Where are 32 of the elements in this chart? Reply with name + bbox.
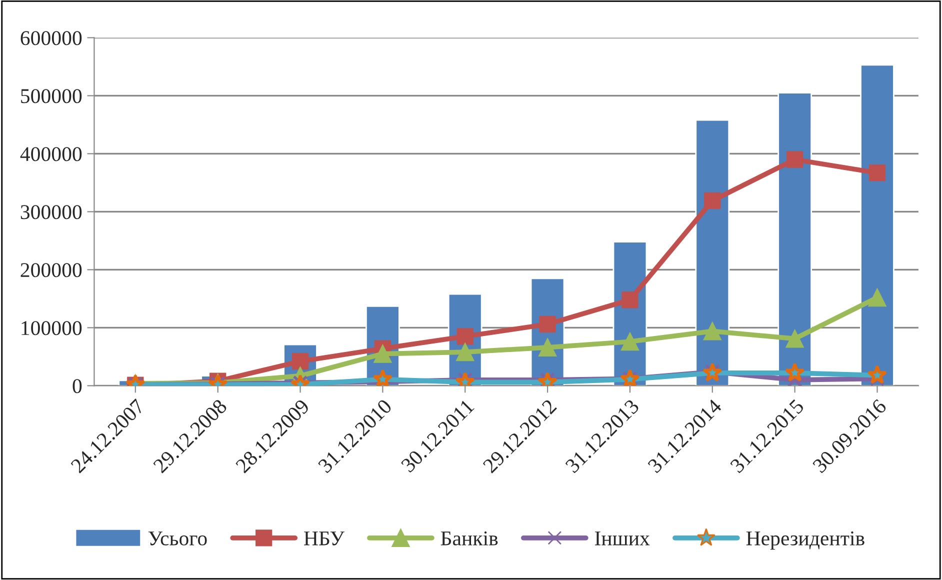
point [622, 292, 638, 308]
legend-label: Нерезидентів [746, 531, 864, 550]
point [703, 322, 722, 340]
y-tick-label: 600000 [20, 31, 82, 46]
legend-label: Усього [148, 532, 207, 546]
point [704, 192, 721, 210]
y-tick-label: 400000 [20, 147, 82, 162]
legend-label: Банків [440, 531, 498, 546]
y-tick-label: 500000 [21, 89, 82, 104]
point [539, 316, 556, 333]
point [868, 164, 886, 182]
legend-label: Інших [594, 532, 650, 546]
point [372, 368, 393, 386]
legend-label: НБУ [304, 532, 344, 546]
y-tick-label: 100000 [22, 321, 82, 336]
point [538, 338, 557, 356]
y-tick-label: 200000 [20, 263, 82, 278]
point [456, 328, 474, 345]
point [620, 332, 639, 351]
point [786, 151, 804, 168]
point [867, 364, 888, 384]
y-tick-label: 0 [72, 379, 82, 394]
point [457, 372, 473, 386]
point [784, 362, 805, 382]
point [374, 344, 392, 363]
point [786, 330, 804, 348]
y-tick-label: 300000 [20, 205, 82, 220]
bar [695, 119, 730, 386]
bar [860, 64, 894, 386]
point [456, 343, 474, 362]
point [868, 288, 886, 307]
point [540, 372, 556, 386]
